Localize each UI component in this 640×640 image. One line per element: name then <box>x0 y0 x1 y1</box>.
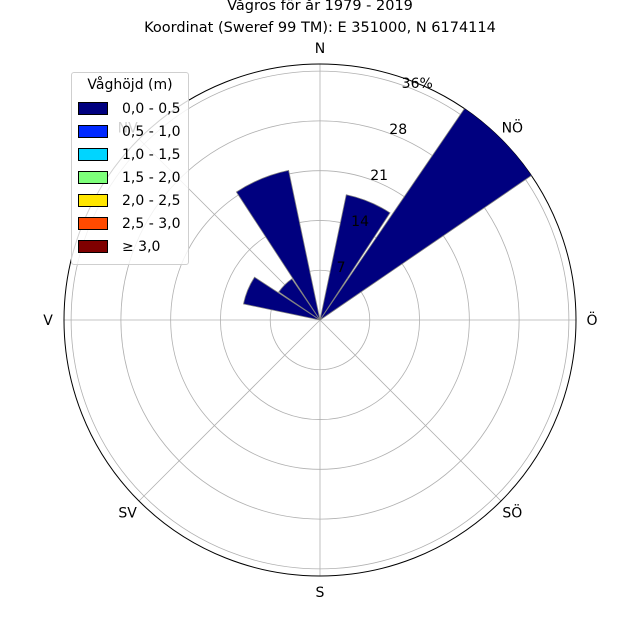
ring-label-1: 7 <box>337 260 346 276</box>
legend-label: 1,0 - 1,5 <box>122 146 181 163</box>
legend-swatch <box>78 240 108 253</box>
legend-item-7: ≥ 3,0 <box>78 235 182 258</box>
ring-label-2: 14 <box>351 214 369 230</box>
legend-swatch <box>78 125 108 138</box>
chart-subtitle: Koordinat (Sweref 99 TM): E 351000, N 61… <box>144 20 496 36</box>
legend-swatch <box>78 194 108 207</box>
direction-label-6: SV <box>118 505 137 521</box>
legend-item-1: 0,0 - 0,5 <box>78 97 182 120</box>
legend-label: 0,0 - 0,5 <box>122 100 181 117</box>
grid-spoke-4 <box>319 319 502 502</box>
legend-title: Våghöjd (m) <box>87 77 173 93</box>
ring-label-3: 21 <box>370 168 388 184</box>
sector-2-bin-1 <box>278 278 321 321</box>
legend-swatch <box>78 171 108 184</box>
chart-title: Vågros för år 1979 - 2019 <box>227 0 413 14</box>
legend-swatch <box>78 148 108 161</box>
legend-label: 2,5 - 3,0 <box>122 215 181 232</box>
direction-label-1: N <box>315 41 325 57</box>
legend-label: 2,0 - 2,5 <box>122 192 181 209</box>
legend-item-3: 1,0 - 1,5 <box>78 143 182 166</box>
legend-item-6: 2,5 - 3,0 <box>78 212 182 235</box>
ring-label-5: 36% <box>402 76 433 92</box>
polar-frame <box>63 63 577 577</box>
direction-label-2: NÖ <box>502 119 524 137</box>
legend-entries: 0,0 - 0,5 0,5 - 1,0 1,0 - 1,5 1,5 - 2,0 2,0 … <box>78 97 182 258</box>
direction-label-5: S <box>316 585 325 601</box>
ring-label-4: 28 <box>389 122 407 138</box>
legend-item-2: 0,5 - 1,0 <box>78 120 182 143</box>
sector-4-bin-1 <box>319 194 391 321</box>
sector-3-bin-1 <box>235 169 321 321</box>
legend-label: 0,5 - 1,0 <box>122 123 181 140</box>
wave-sectors <box>235 84 556 321</box>
legend-item-4: 1,5 - 2,0 <box>78 166 182 189</box>
legend: Våghöjd (m) 0,0 - 0,5 0,5 - 1,0 1,0 - 1,5 1… <box>71 72 189 265</box>
legend-item-5: 2,0 - 2,5 <box>78 189 182 212</box>
direction-label-3: Ö <box>586 311 597 329</box>
grid-spoke-6 <box>138 319 321 502</box>
legend-label: ≥ 3,0 <box>122 238 161 255</box>
sector-1-bin-1 <box>242 276 321 321</box>
direction-label-4: SÖ <box>502 503 522 521</box>
direction-label-7: V <box>43 313 53 329</box>
legend-label: 1,5 - 2,0 <box>122 169 181 186</box>
legend-swatch <box>78 217 108 230</box>
legend-swatch <box>78 102 108 115</box>
